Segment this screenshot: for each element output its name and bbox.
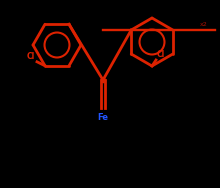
Text: Fe: Fe [97, 114, 108, 123]
Text: Cl: Cl [27, 52, 35, 61]
Text: x2: x2 [200, 22, 208, 27]
Text: Cl: Cl [157, 50, 165, 59]
